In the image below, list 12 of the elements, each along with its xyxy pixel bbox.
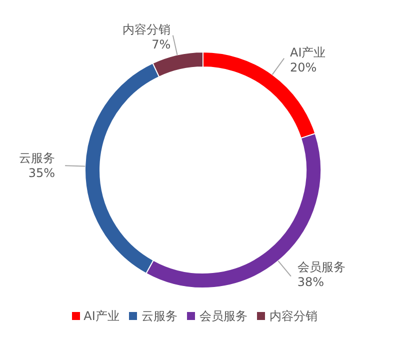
legend-label: 会员服务 <box>199 309 248 323</box>
data-label: 20% <box>290 60 317 74</box>
data-label: 38% <box>297 275 324 290</box>
data-label: 35% <box>28 166 56 180</box>
data-label: 7% <box>152 38 171 52</box>
legend-label: 内容分销 <box>269 309 318 323</box>
slice-label: 云服务 <box>19 151 56 166</box>
slice-label: AI产业 <box>290 45 326 60</box>
slice-label: 会员服务 <box>297 260 346 274</box>
legend-label: AI产业 <box>84 309 120 323</box>
legend-label: 云服务 <box>141 309 178 323</box>
slice-label: 内容分销 <box>122 22 171 37</box>
